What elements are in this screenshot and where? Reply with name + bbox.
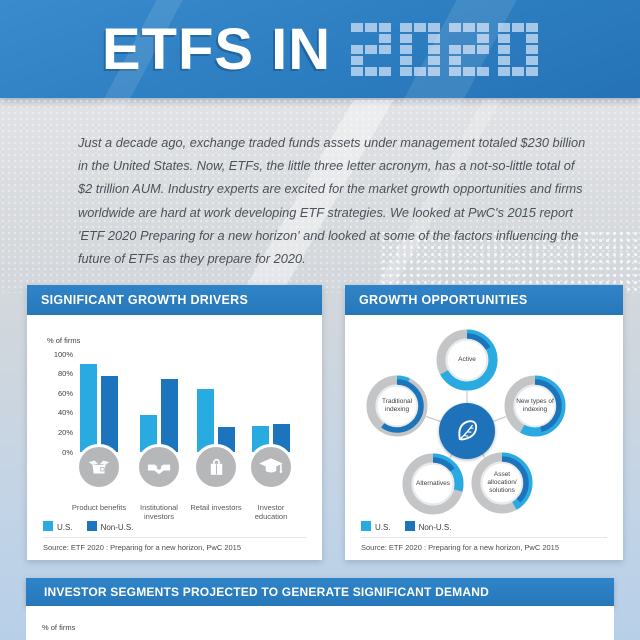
handshake-icon [136,444,182,490]
donut-legend: U.S. Non-U.S. [361,521,451,532]
header-banner: ETFS IN [0,0,640,110]
donut-label: Active [458,356,476,364]
intro-paragraph: Just a decade ago, exchange traded funds… [78,134,586,267]
legend-item-us: U.S. [361,521,391,532]
legend-label-us: U.S. [57,523,73,532]
year-digit-0 [400,22,441,76]
source-note: Source: ETF 2020 : Preparing for a new h… [361,543,560,552]
growth-opportunities-chart: U.S. Non-U.S. Source: ETF 2020 : Prepari… [345,315,623,560]
open-box-icon [76,444,122,490]
graduation-cap-icon [248,444,294,490]
donut-4: Asset allocation/ solutions [470,451,534,515]
shopping-bag-icon [193,444,239,490]
y-tick: 20% [57,427,73,437]
growth-opportunities-card: GROWTH OPPORTUNITIES U.S. Non-U.S. Sourc… [345,285,623,560]
growth-drivers-chart: % of firms U.S. Non-U.S. Source: ETF 202… [27,315,322,560]
donut-0: Active [435,328,499,392]
divider [361,537,607,538]
year-digit-2 [449,22,490,76]
divider [43,537,306,538]
legend-label-nonus: Non-U.S. [100,523,134,532]
bar-axis-label: % of firms [47,336,81,345]
y-tick: 0% [62,447,73,457]
legend-item-us: U.S. [43,521,73,532]
legend-item-nonus: Non-U.S. [86,521,134,532]
donut-3: Alternatives [401,452,465,516]
page-title: ETFS IN [101,16,332,82]
nonus-swatch [404,521,415,531]
us-swatch [361,521,371,531]
growth-drivers-title: SIGNIFICANT GROWTH DRIVERS [27,285,322,315]
leaf-icon [439,403,495,459]
donut-label: Traditional indexing [381,398,413,413]
investor-segments-panel: % of firms [26,606,614,640]
y-tick: 80% [57,369,73,379]
bar-us-2 [197,389,214,452]
bar-us-1 [140,414,157,452]
y-tick: 60% [57,388,73,398]
y-tick: 100% [53,349,73,359]
bar-nonus-0 [101,375,118,452]
title-year [351,22,539,76]
legend-label-nonus: Non-U.S. [418,523,452,532]
growth-opportunities-title: GROWTH OPPORTUNITIES [345,285,623,315]
y-tick: 40% [57,408,73,418]
segments-axis-label: % of firms [42,623,76,632]
donut-label: New types of indexing [516,398,554,413]
donut-label: Asset allocation/ solutions [487,471,517,494]
bar-nonus-1 [161,378,178,452]
year-digit-2 [351,22,392,76]
category-label: Investor education [254,503,288,521]
legend-label-us: U.S. [375,523,391,532]
category-label: Product benefits [71,503,127,512]
category-label: Institutional investors [140,503,178,521]
bar-legend: U.S. Non-U.S. [43,521,133,532]
growth-drivers-card: SIGNIFICANT GROWTH DRIVERS % of firms U.… [27,285,322,560]
bar-us-0 [80,363,97,452]
nonus-swatch [86,521,97,531]
donut-label: Alternatives [416,480,450,488]
year-digit-0 [498,22,539,76]
donut-1: Traditional indexing [365,374,429,438]
category-label: Retail investors [190,503,242,512]
legend-item-nonus: Non-U.S. [404,521,452,532]
us-swatch [43,521,53,531]
donut-2: New types of indexing [503,374,567,438]
source-note: Source: ETF 2020 : Preparing for a new h… [43,543,242,552]
investor-segments-title: INVESTOR SEGMENTS PROJECTED TO GENERATE … [26,578,614,606]
